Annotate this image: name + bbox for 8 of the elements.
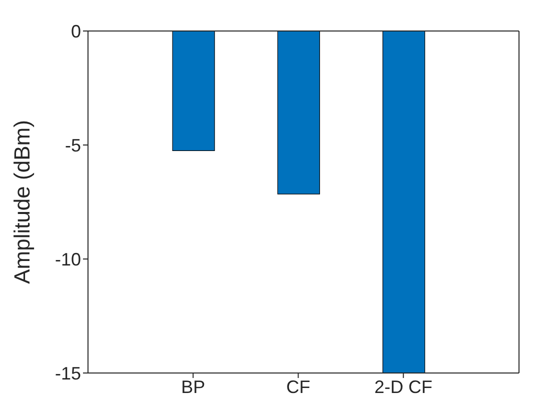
y-tick-label: 0 (70, 21, 81, 42)
x-tick-label: BP (181, 376, 206, 397)
y-axis-title: Amplitude (dBm) (10, 120, 34, 284)
x-tick-label: 2-D CF (374, 376, 432, 397)
y-tick-label: -5 (64, 135, 81, 156)
y-tick-label: -15 (54, 363, 81, 384)
y-tick-label: -10 (54, 249, 81, 270)
x-tick-label: CF (286, 376, 310, 397)
